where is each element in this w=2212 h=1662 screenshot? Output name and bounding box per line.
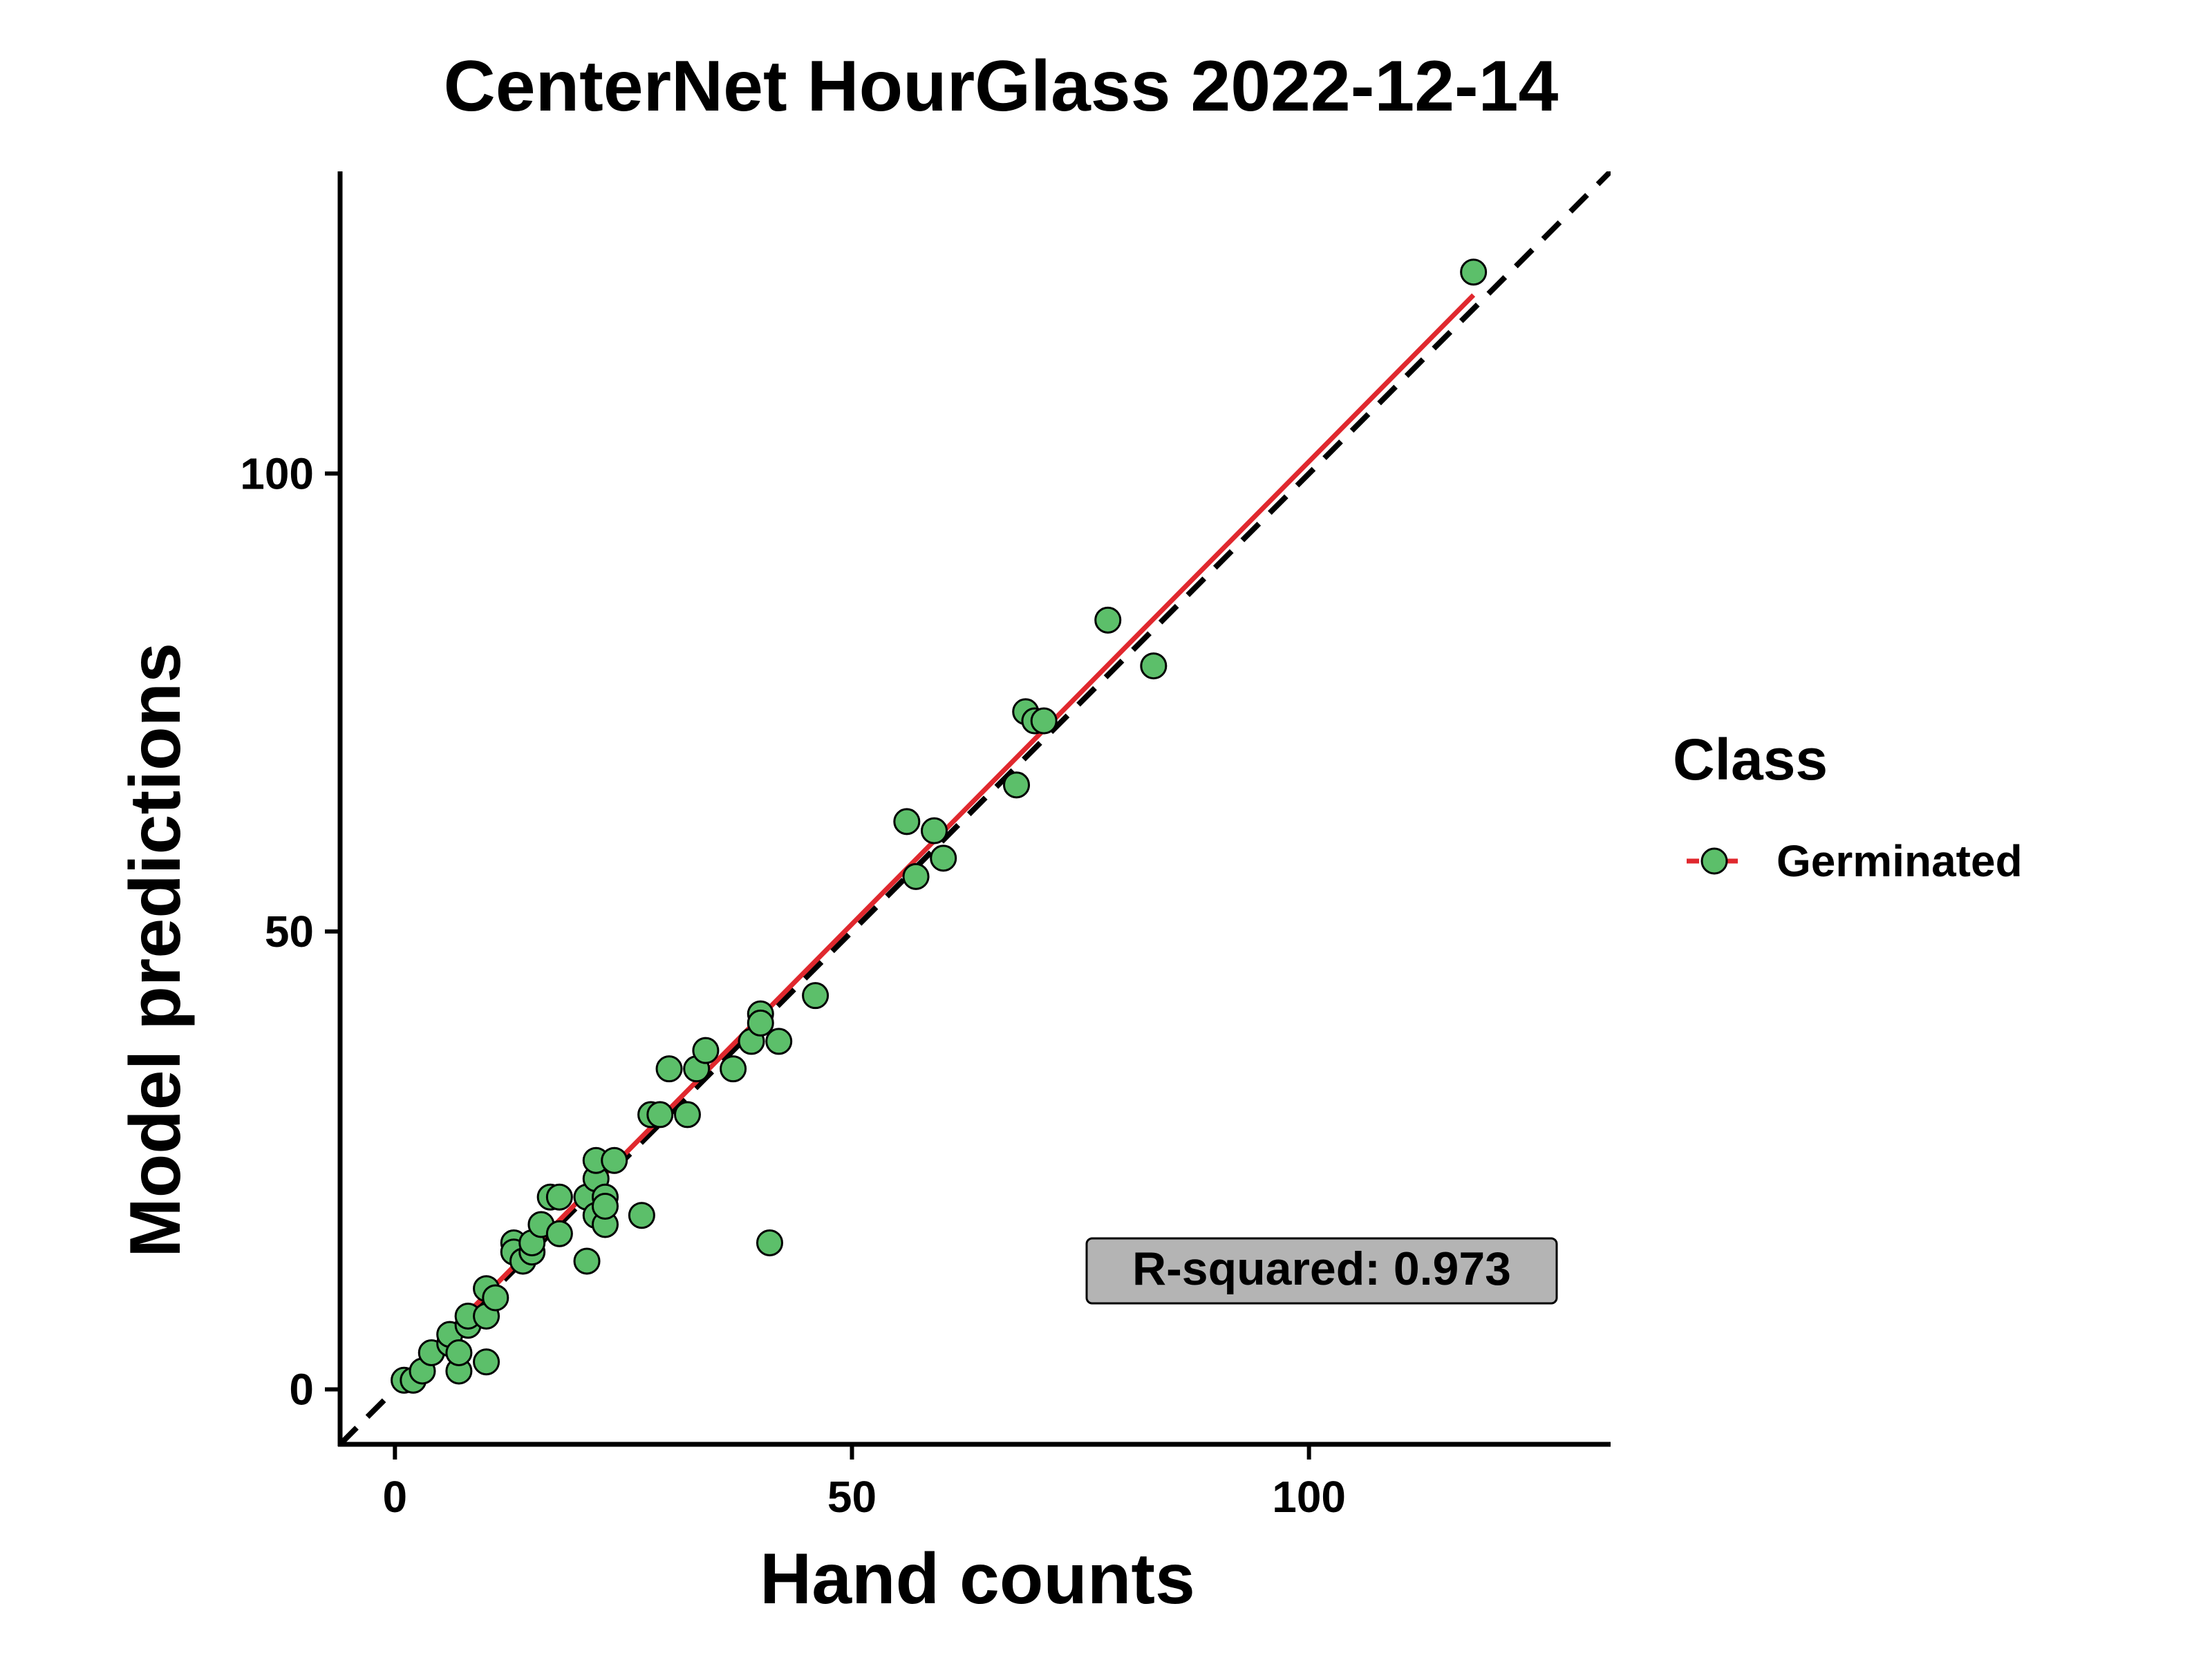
- x-tick-label: 100: [1272, 1472, 1346, 1522]
- data-point: [930, 844, 957, 872]
- y-axis-label: Model predictions: [115, 643, 196, 1258]
- data-point: [692, 1037, 720, 1064]
- data-point: [1460, 258, 1488, 286]
- y-tick-label: 50: [265, 907, 314, 956]
- data-point: [1140, 652, 1168, 680]
- annotation-box: [1085, 1237, 1558, 1305]
- data-point: [573, 1247, 601, 1275]
- chart-title: CenterNet HourGlass 2022-12-14: [444, 46, 1559, 126]
- data-point: [1094, 606, 1122, 634]
- data-point: [802, 982, 830, 1010]
- legend-title: Class: [1673, 727, 1828, 792]
- legend-entries: Germinated: [1687, 836, 2023, 886]
- data-point: [655, 1055, 683, 1083]
- data-point: [747, 1009, 774, 1037]
- identity-line: [340, 171, 1611, 1444]
- x-tick-label: 50: [827, 1472, 877, 1522]
- data-point: [765, 1028, 793, 1055]
- data-point: [893, 808, 921, 835]
- data-point: [902, 862, 930, 890]
- x-tick-label: 0: [383, 1472, 408, 1522]
- data-point: [720, 1055, 747, 1083]
- data-point: [482, 1284, 509, 1312]
- legend-key-point: [1700, 847, 1728, 875]
- legend: Class Germinated: [1673, 727, 2023, 886]
- data-point: [673, 1101, 701, 1129]
- data-point: [1030, 707, 1058, 735]
- y-tick-label: 100: [240, 448, 314, 498]
- y-tick-label: 0: [289, 1364, 314, 1414]
- data-point: [756, 1229, 783, 1256]
- data-point: [920, 817, 948, 844]
- data-point: [545, 1183, 573, 1211]
- annotation-text: R-squared: 0.973: [1132, 1243, 1511, 1295]
- data-point: [628, 1202, 655, 1229]
- data-point: [591, 1192, 619, 1220]
- data-point: [601, 1146, 628, 1174]
- data-point: [646, 1101, 674, 1129]
- data-point: [1003, 771, 1031, 799]
- x-axis-label: Hand counts: [760, 1539, 1195, 1619]
- plot-layer: 0 50 100 0 50 100: [240, 171, 1611, 1522]
- data-point: [473, 1348, 500, 1376]
- data-point: [545, 1220, 573, 1247]
- legend-entry-label: Germinated: [1777, 836, 2023, 886]
- data-point: [445, 1339, 473, 1366]
- r-squared-annotation: R-squared: 0.973: [1085, 1237, 1558, 1305]
